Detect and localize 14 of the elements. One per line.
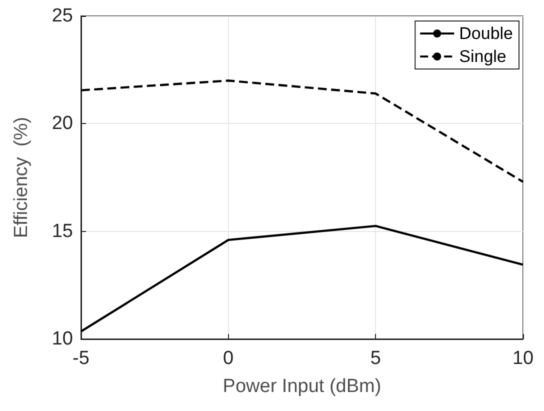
y-tick-label: 20 [52,113,73,134]
legend-label: Double [459,24,514,43]
line-series [80,80,524,183]
x-tick-label: -5 [72,348,90,369]
y-axis-title: Efficiency (%) [11,116,32,238]
y-tick-label: 15 [52,220,73,242]
legend-label: Single [459,47,506,66]
x-axis-title: Power Input (dBm) [222,376,382,397]
y-tick-label: 10 [52,328,73,350]
x-tick-label: 0 [223,348,234,369]
y-tick-label: 25 [52,6,73,26]
line-series [80,224,524,333]
x-tick-label: 10 [512,348,534,369]
x-tick-label: 5 [370,348,381,369]
